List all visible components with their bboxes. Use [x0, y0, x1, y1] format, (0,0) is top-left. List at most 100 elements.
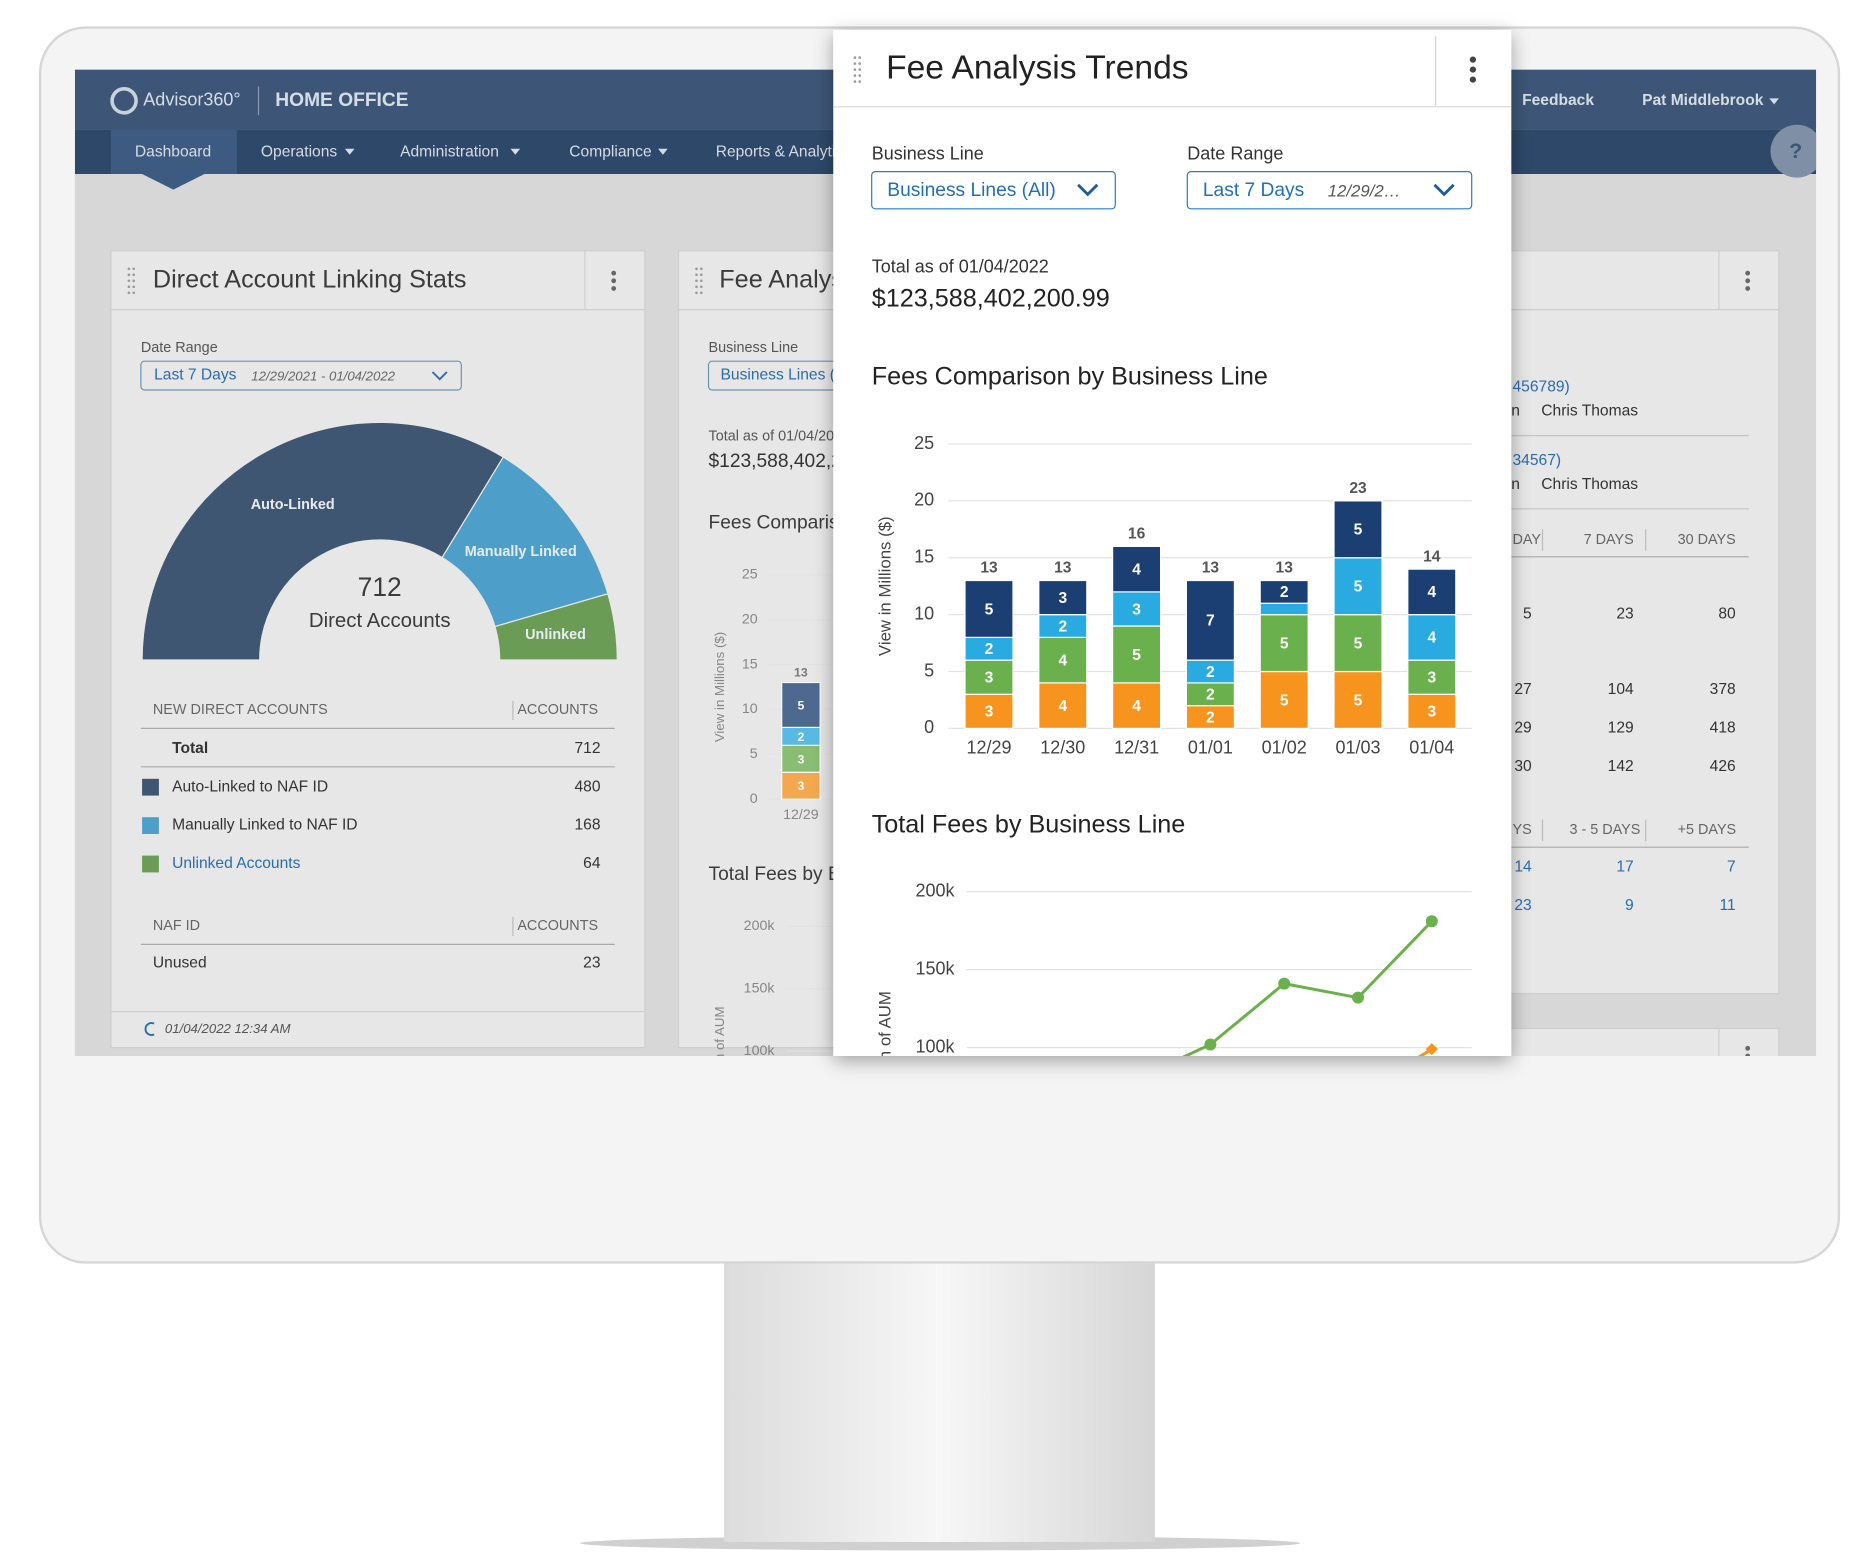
dropdown-range: 12/29/2…	[1328, 181, 1401, 200]
user-menu[interactable]: Pat Middlebrook	[1642, 92, 1764, 109]
menu-item[interactable]: Administration	[400, 144, 499, 161]
line-marker	[1352, 991, 1364, 1004]
help-circle[interactable]	[1770, 124, 1824, 178]
table-cell[interactable]: 14	[1514, 859, 1532, 876]
line-marker	[1278, 977, 1291, 990]
bar-value-label: 4	[1427, 630, 1436, 647]
table-header: 7 DAYS	[1584, 532, 1634, 548]
bar-total-label: 14	[1423, 548, 1441, 565]
table-cell[interactable]: 7	[1727, 859, 1736, 876]
bar-value-label: 3	[1132, 601, 1141, 618]
field-label: Date Range	[1187, 144, 1283, 164]
table-cell[interactable]: 17	[1616, 859, 1633, 876]
account-link[interactable]: 34567)	[1513, 452, 1562, 469]
office-name: HOME OFFICE	[275, 90, 408, 111]
table-cell: 27	[1514, 681, 1531, 698]
field-label: Date Range	[141, 340, 218, 356]
feedback-link[interactable]: Feedback	[1522, 92, 1594, 109]
chevron-icon	[431, 371, 448, 381]
grip-dot	[699, 285, 703, 289]
kebab-menu[interactable]	[1745, 1045, 1751, 1066]
bar-segment	[1259, 670, 1309, 729]
table-cell: Manually Linked to NAF ID	[172, 817, 357, 834]
account-link[interactable]: 456789)	[1513, 379, 1570, 396]
y-tick-label: 150k	[915, 958, 955, 978]
menu-item[interactable]: Reports & Analytics	[716, 144, 851, 161]
popup-content: Fee Analysis Trends Business Line Business…	[833, 36, 1512, 1085]
dropdown-value: Last 7 Days	[154, 367, 237, 384]
kebab-dot	[1745, 1053, 1751, 1056]
menu-caret	[510, 148, 521, 155]
bar-value-label: 2	[1206, 687, 1215, 704]
grip-dot	[695, 267, 698, 271]
kebab-dot	[1469, 56, 1477, 63]
bar-value-label: 4	[1132, 698, 1141, 715]
date-dropdown[interactable]	[1186, 171, 1473, 210]
x-tick-label: 12/29	[966, 738, 1011, 758]
y-axis-label: Sum of AUM	[876, 991, 895, 1085]
user-caret	[1769, 98, 1779, 105]
date-dropdown[interactable]	[140, 360, 462, 391]
bar-value-label: 5	[1354, 692, 1363, 709]
table-header: YS	[1513, 822, 1532, 838]
grip-dot	[699, 279, 703, 283]
bar-total-label: 16	[1128, 526, 1146, 543]
menu-item[interactable]: Dashboard	[135, 144, 211, 161]
dropdown-value: Business Lines (All)	[887, 180, 1055, 201]
x-tick-label: 01/02	[1262, 738, 1307, 758]
y-tick-label: 20	[742, 611, 758, 627]
table-cell: 480	[574, 778, 600, 795]
bar-segment	[964, 579, 1014, 638]
bar-value-label: 2	[1280, 584, 1289, 601]
grip-dot	[127, 291, 131, 295]
menu-caret	[344, 148, 355, 155]
bar-segment	[1407, 659, 1457, 695]
table-header: ACCOUNTS	[517, 918, 598, 934]
kebab-menu[interactable]	[611, 270, 617, 291]
grip-dot	[699, 291, 703, 295]
kebab-menu[interactable]	[1469, 56, 1477, 83]
table-cell[interactable]: 23	[1514, 897, 1531, 914]
legend-swatch	[142, 778, 159, 796]
table-cell: 80	[1718, 606, 1736, 623]
bar-value-label: 2	[1206, 664, 1215, 681]
grip-dot	[695, 291, 698, 295]
total-label: Total as of 01/04/2022	[872, 256, 1049, 276]
table-header: 30 DAYS	[1678, 532, 1736, 548]
y-tick-label: 0	[750, 791, 758, 807]
gauge-total-label: Direct Accounts	[309, 610, 451, 632]
gauge-slice-label: Manually Linked	[465, 544, 577, 560]
table-cell: 104	[1608, 681, 1634, 698]
grip-dot	[858, 62, 862, 65]
menu-item[interactable]: Compliance	[569, 144, 651, 161]
grip-dot	[853, 62, 857, 65]
kebab-dot	[1745, 1045, 1751, 1051]
table-cell[interactable]: Unlinked Accounts	[172, 855, 300, 872]
grip-dot	[132, 285, 136, 289]
table-cell: 168	[574, 817, 600, 834]
grip-dot	[858, 68, 862, 71]
bar-value-label: 5	[985, 601, 994, 618]
table-header: NEW DIRECT ACCOUNTS	[153, 702, 328, 718]
business-line-dropdown[interactable]	[871, 171, 1116, 210]
chart-title: Fees Comparison by Business Line	[872, 363, 1268, 391]
bar-segment	[1407, 693, 1457, 729]
bar-value-label: 3	[797, 779, 804, 793]
kebab-dot	[611, 286, 617, 291]
refresh-icon[interactable]	[144, 1022, 155, 1036]
table-cell[interactable]: 11	[1720, 897, 1736, 914]
bar-segment	[1333, 614, 1383, 673]
menu-item[interactable]: Operations	[261, 144, 337, 161]
table-cell[interactable]: 9	[1625, 897, 1634, 914]
kebab-dot	[611, 278, 617, 284]
bar-segment	[1112, 545, 1162, 593]
kebab-menu[interactable]	[1745, 270, 1751, 291]
field-label: Business Line	[709, 340, 799, 356]
bar-value-label: 2	[985, 641, 994, 658]
bar-value-label: 2	[1058, 618, 1067, 635]
bar-value-label: 4	[1132, 561, 1141, 578]
grip-dot	[853, 74, 857, 77]
bar-value-label: 5	[1354, 579, 1363, 596]
grip-dot	[695, 285, 698, 289]
table-cell: 712	[574, 740, 600, 757]
